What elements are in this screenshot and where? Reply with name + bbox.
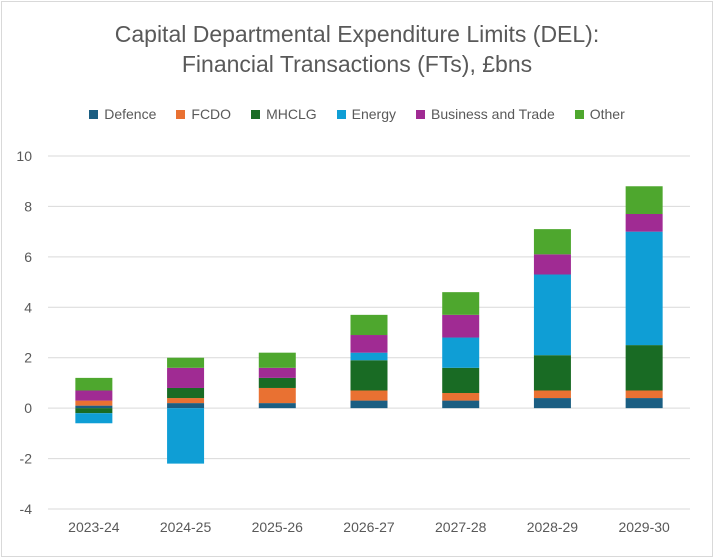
legend-swatch xyxy=(176,109,186,119)
bar-segment xyxy=(75,408,113,414)
legend-item: FCDO xyxy=(176,106,231,122)
x-tick-label: 2027-28 xyxy=(435,519,487,535)
y-tick-label: -2 xyxy=(20,451,33,467)
legend-label: Defence xyxy=(104,106,157,122)
legend-label: MHCLG xyxy=(266,106,317,122)
bar-segment xyxy=(75,413,113,424)
bar-segment xyxy=(258,377,296,388)
y-tick-label: 6 xyxy=(24,249,32,265)
bar-segment xyxy=(75,405,113,409)
legend-swatch xyxy=(89,109,99,119)
bar-segment xyxy=(167,403,205,409)
chart-title: Capital Departmental Expenditure Limits … xyxy=(114,21,600,47)
bar-segment xyxy=(625,345,663,391)
legend-swatch xyxy=(574,109,584,119)
bar-segment xyxy=(442,400,480,409)
legend-item: Other xyxy=(574,106,625,122)
bar-segment xyxy=(350,352,388,361)
bar-segment xyxy=(258,387,296,404)
legend-label: Energy xyxy=(351,106,396,122)
legend-swatch xyxy=(251,109,261,119)
y-tick-label: 0 xyxy=(24,400,32,416)
bar-segment xyxy=(167,387,205,399)
bar-segment xyxy=(167,357,205,368)
legend: Defence FCDO MHCLG Energy Business and Trade… xyxy=(0,106,714,122)
x-tick-label: 2023-24 xyxy=(68,519,120,535)
bar-segment xyxy=(350,390,388,401)
bar-segment xyxy=(625,213,663,232)
bar-segment xyxy=(350,314,388,336)
legend-label: Business and Trade xyxy=(430,106,555,122)
legend-item: Energy xyxy=(336,106,396,122)
y-tick-label: 2 xyxy=(24,350,32,366)
bar-segment xyxy=(350,335,388,353)
legend-item: Business and Trade xyxy=(415,106,555,122)
bar-segment xyxy=(258,352,296,368)
y-tick-label: 4 xyxy=(24,299,32,315)
bar-segment xyxy=(167,408,205,464)
bar-segment xyxy=(75,400,113,406)
bar-segment xyxy=(625,398,663,409)
legend-item: Defence xyxy=(89,106,156,122)
bar-segment xyxy=(442,337,480,368)
bar-segment xyxy=(533,390,571,399)
bar-segment xyxy=(442,314,480,338)
bar-segment xyxy=(75,377,113,391)
chart-subtitle: Financial Transactions (FTs), £bns xyxy=(181,51,533,77)
bar-segment xyxy=(625,390,663,399)
legend-swatch xyxy=(336,109,346,119)
bar-segment xyxy=(533,229,571,255)
x-tick-label: 2028-29 xyxy=(527,519,579,535)
y-tick-label: 10 xyxy=(16,148,32,164)
bar-segment xyxy=(442,292,480,315)
bar-segment xyxy=(442,393,480,401)
bar-segment xyxy=(258,367,296,378)
bar-segment xyxy=(442,367,480,394)
bar-segment xyxy=(75,390,113,401)
bar-segment xyxy=(533,398,571,409)
bar-segment xyxy=(350,360,388,391)
bar-segment xyxy=(350,400,388,409)
x-tick-label: 2026-27 xyxy=(343,519,395,535)
y-tick-label: 8 xyxy=(24,198,32,214)
bar-segment xyxy=(625,186,663,214)
legend-label: Other xyxy=(589,106,625,122)
y-tick-label: -4 xyxy=(20,501,33,517)
x-tick-label: 2025-26 xyxy=(252,519,304,535)
legend-item: MHCLG xyxy=(251,106,317,122)
bar-segment xyxy=(533,254,571,275)
x-tick-label: 2024-25 xyxy=(160,519,212,535)
bar-segment xyxy=(625,231,663,346)
legend-swatch xyxy=(415,109,425,119)
legend-label: FCDO xyxy=(191,106,232,122)
x-tick-label: 2029-30 xyxy=(618,519,670,535)
bar-segment xyxy=(167,367,205,388)
bar-segment xyxy=(533,355,571,391)
bar-segment xyxy=(167,398,205,404)
bar-segment xyxy=(258,403,296,409)
bar-segment xyxy=(533,274,571,356)
